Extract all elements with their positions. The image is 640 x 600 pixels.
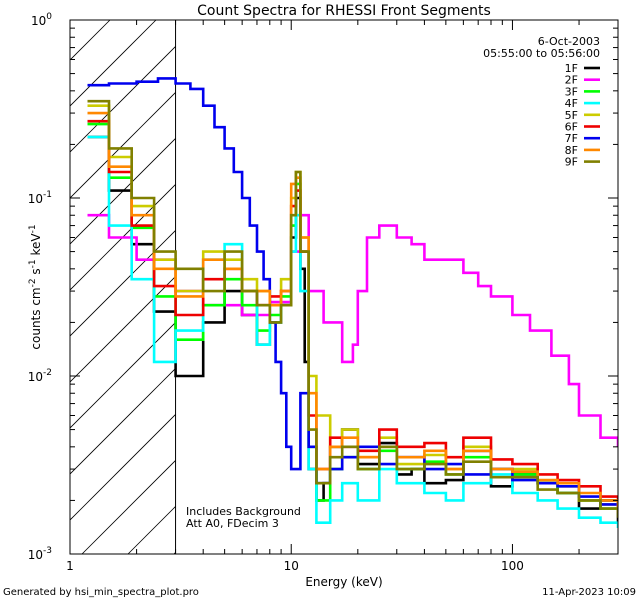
spectra-series (87, 77, 618, 528)
hatch-line (70, 45, 176, 153)
series-line-5F (87, 104, 618, 509)
x-axis-ticks: 1 10 100 (66, 20, 619, 573)
hatch-line (70, 91, 176, 199)
x-tick-label: 100 (501, 559, 524, 573)
legend-label-3F: 3F (565, 85, 578, 98)
hatch-line (70, 137, 176, 245)
plot-frame (69, 19, 619, 555)
y-axis-ticks: 10-3 10-2 10-1 100 (28, 12, 618, 562)
series-line-9F (87, 99, 618, 518)
legend-label-9F: 9F (565, 156, 578, 169)
hatch-line (70, 229, 176, 337)
annotation-background: Includes Background (186, 505, 301, 518)
hatch-line (70, 20, 157, 107)
series-line-2F (87, 213, 618, 447)
legend-label-4F: 4F (565, 97, 578, 110)
footer-timestamp: 11-Apr-2023 10:09 (542, 587, 636, 598)
y-axis-label: counts cm-2 s-1 keV-1 (28, 224, 43, 349)
legend-label-2F: 2F (565, 74, 578, 87)
series-line-3F (87, 122, 618, 513)
y-tick-label: 10-1 (28, 190, 52, 206)
series-line-8F (87, 111, 618, 513)
hatch-line (70, 413, 176, 521)
x-tick-label: 10 (284, 559, 299, 573)
hatch-line (127, 505, 176, 554)
legend-label-8F: 8F (565, 144, 578, 157)
footer-generated-by: Generated by hsi_min_spectra_plot.pro (3, 587, 199, 598)
y-tick-label: 10-3 (28, 546, 52, 562)
legend-label-7F: 7F (565, 132, 578, 145)
hatch-line (70, 183, 176, 291)
y-tick-label: 100 (31, 12, 52, 28)
legend-label-1F: 1F (565, 62, 578, 75)
hatch-line (81, 459, 176, 554)
chart-title: Count Spectra for RHESSI Front Segments (197, 3, 491, 19)
y-tick-label: 10-2 (28, 368, 52, 384)
annotation-attenuator: Att A0, FDecim 3 (186, 517, 279, 530)
legend-label-5F: 5F (565, 109, 578, 122)
x-axis-label: Energy (keV) (305, 575, 382, 589)
observation-date: 6-Oct-2003 (538, 35, 600, 48)
legend-label-6F: 6F (565, 121, 578, 134)
observation-time-range: 05:55:00 to 05:56:00 (483, 47, 600, 60)
hatch-line (70, 367, 176, 475)
x-tick-label: 1 (66, 559, 74, 573)
